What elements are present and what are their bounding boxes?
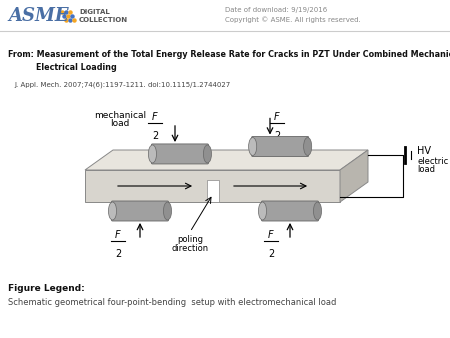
Text: From: Measurement of the Total Energy Release Rate for Cracks in PZT Under Combi: From: Measurement of the Total Energy Re…	[8, 50, 450, 59]
Text: DIGITAL: DIGITAL	[79, 9, 110, 15]
Text: load: load	[110, 120, 130, 128]
Text: F: F	[152, 112, 158, 122]
Ellipse shape	[203, 145, 212, 163]
Text: J. Appl. Mech. 2007;74(6):1197-1211. doi:10.1115/1.2744027: J. Appl. Mech. 2007;74(6):1197-1211. doi…	[14, 81, 230, 88]
Text: Schematic geometrical four-point-bending  setup with electromechanical load: Schematic geometrical four-point-bending…	[8, 298, 337, 307]
Text: electric: electric	[417, 156, 448, 166]
Text: mechanical: mechanical	[94, 111, 146, 120]
Text: poling: poling	[177, 235, 203, 244]
Polygon shape	[85, 150, 368, 170]
Text: 2: 2	[268, 249, 274, 259]
Text: 2: 2	[115, 249, 121, 259]
Text: F: F	[115, 230, 121, 240]
FancyBboxPatch shape	[261, 201, 319, 221]
Ellipse shape	[304, 138, 312, 155]
Ellipse shape	[258, 202, 266, 220]
FancyBboxPatch shape	[252, 137, 309, 156]
Text: Date of download: 9/19/2016: Date of download: 9/19/2016	[225, 7, 327, 13]
Text: Copyright © ASME. All rights reserved.: Copyright © ASME. All rights reserved.	[225, 17, 361, 23]
Ellipse shape	[163, 202, 171, 220]
Text: direction: direction	[171, 244, 208, 253]
Polygon shape	[207, 180, 219, 202]
Text: COLLECTION: COLLECTION	[79, 17, 128, 23]
Polygon shape	[85, 170, 340, 202]
Polygon shape	[340, 150, 368, 202]
Ellipse shape	[314, 202, 322, 220]
Text: F: F	[268, 230, 274, 240]
Ellipse shape	[248, 138, 256, 155]
Text: Figure Legend:: Figure Legend:	[8, 284, 85, 293]
Text: HV: HV	[417, 146, 431, 156]
Ellipse shape	[148, 145, 157, 163]
FancyBboxPatch shape	[152, 144, 208, 164]
Text: Electrical Loading: Electrical Loading	[36, 63, 117, 72]
Text: 2: 2	[152, 131, 158, 141]
Ellipse shape	[108, 202, 117, 220]
FancyBboxPatch shape	[112, 201, 168, 221]
Text: ASME: ASME	[8, 7, 68, 25]
Text: load: load	[417, 165, 435, 173]
Text: 2: 2	[274, 131, 280, 141]
Text: F: F	[274, 112, 280, 122]
